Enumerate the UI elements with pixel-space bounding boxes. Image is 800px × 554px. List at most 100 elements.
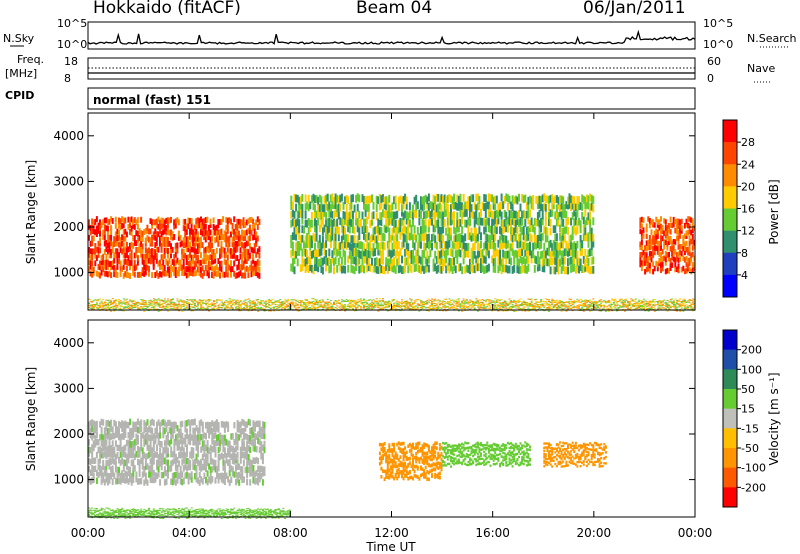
data-cell: [130, 249, 133, 256]
data-cell: [328, 234, 331, 242]
data-cell: [415, 210, 418, 219]
data-cell: [103, 224, 106, 231]
data-cell: [484, 240, 487, 249]
data-cell: [206, 302, 209, 304]
data-cell: [212, 306, 215, 308]
data-cell: [119, 265, 122, 271]
data-cell: [429, 308, 432, 309]
data-cell: [508, 195, 511, 204]
data-cell: [548, 195, 550, 204]
data-cell: [546, 258, 549, 267]
data-cell: [393, 299, 396, 301]
data-cell: [499, 302, 501, 304]
data-cell: [660, 245, 662, 251]
data-cell: [475, 204, 478, 213]
data-cell: [200, 242, 202, 249]
data-cell: [522, 303, 525, 305]
data-cell: [579, 301, 582, 303]
data-cell: [314, 204, 316, 213]
data-cell: [310, 301, 313, 303]
data-cell: [476, 242, 479, 250]
data-cell: [457, 233, 460, 242]
data-cell: [321, 217, 324, 225]
data-cell: [296, 248, 299, 257]
data-cell: [513, 257, 516, 265]
data-cell: [97, 222, 100, 229]
data-cell: [487, 217, 490, 226]
data-cell: [89, 304, 92, 306]
data-cell: [143, 259, 146, 266]
data-cell: [393, 303, 396, 305]
data-cell: [293, 225, 296, 234]
data-cell: [401, 196, 403, 205]
data-cell: [492, 258, 495, 266]
data-cell: [544, 303, 547, 305]
data-cell: [209, 242, 212, 249]
data-cell: [223, 258, 226, 265]
data-cell: [149, 258, 152, 265]
data-cell: [478, 249, 481, 258]
data-cell: [372, 227, 375, 236]
data-cell: [159, 264, 161, 270]
data-cell: [383, 224, 386, 233]
data-cell: [683, 241, 686, 247]
data-cell: [440, 307, 443, 309]
data-cell: [231, 308, 234, 310]
data-cell: [420, 302, 422, 304]
data-cell: [260, 301, 263, 302]
data-cell: [228, 303, 231, 305]
data-cell: [99, 230, 101, 237]
data-cell: [559, 224, 562, 233]
data-cell: [513, 218, 516, 226]
data-cell: [476, 299, 479, 301]
data-cell: [652, 252, 655, 258]
data-cell: [685, 233, 688, 239]
data-cell: [639, 222, 642, 229]
data-cell: [571, 258, 574, 267]
data-cell: [484, 194, 487, 203]
data-cell: [95, 302, 98, 304]
data-cell: [124, 217, 127, 224]
data-cell: [195, 269, 198, 276]
data-cell: [309, 257, 312, 265]
data-cell: [113, 301, 116, 303]
data-cell: [393, 217, 396, 226]
data-cell: [573, 307, 576, 309]
data-cell: [571, 201, 574, 210]
data-cell: [543, 251, 546, 259]
data-cell: [241, 303, 244, 305]
data-cell: [317, 307, 320, 309]
data-cell: [215, 264, 218, 271]
data-cell: [587, 265, 590, 274]
data-cell: [494, 304, 497, 306]
data-cell: [201, 300, 204, 302]
data-cell: [585, 308, 588, 310]
data-cell: [203, 270, 206, 276]
data-cell: [155, 218, 158, 225]
data-cell: [239, 307, 242, 309]
data-cell: [119, 300, 122, 302]
data-cell: [502, 303, 505, 305]
data-cell: [592, 298, 595, 300]
data-cell: [187, 246, 190, 253]
data-cell: [584, 264, 587, 272]
data-cell: [320, 302, 323, 304]
data-cell: [329, 227, 332, 236]
data-cell: [174, 218, 177, 225]
data-cell: [383, 307, 386, 309]
data-cell: [522, 241, 525, 250]
data-cell: [114, 231, 117, 238]
data-cell: [255, 231, 258, 238]
data-cell: [513, 306, 516, 308]
data-cell: [491, 310, 494, 312]
data-cell: [146, 228, 149, 235]
data-cell: [366, 225, 369, 234]
data-cell: [377, 218, 380, 227]
data-cell: [500, 305, 503, 306]
data-cell: [391, 232, 394, 241]
data-cell: [326, 298, 329, 300]
data-cell: [378, 258, 381, 267]
data-cell: [391, 211, 394, 220]
data-cell: [410, 250, 413, 258]
data-cell: [429, 302, 432, 304]
